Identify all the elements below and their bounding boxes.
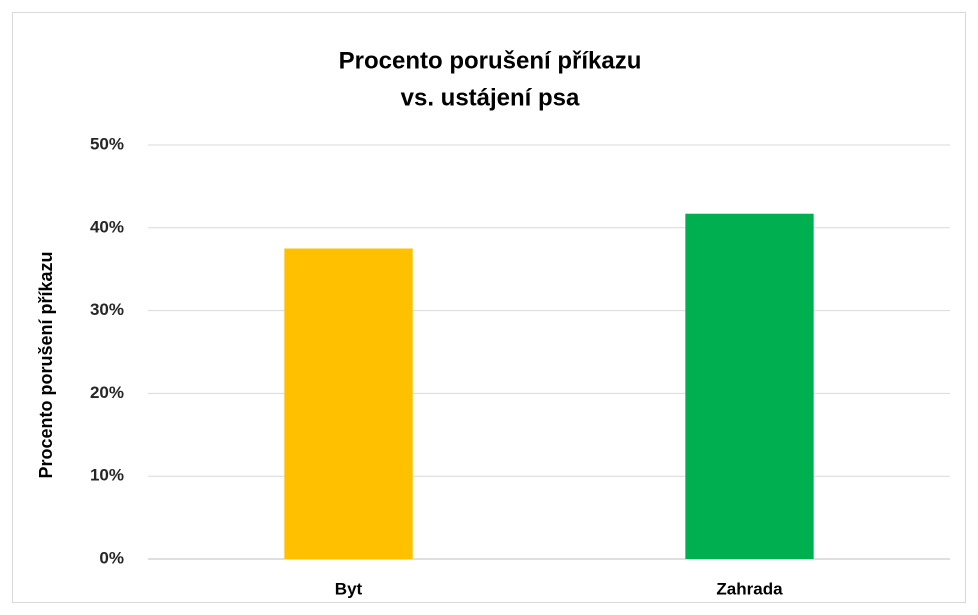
chart-title: vs. ustájení psa bbox=[401, 84, 580, 111]
bar bbox=[685, 213, 814, 559]
x-tick-label: Zahrada bbox=[716, 579, 783, 598]
y-tick-label: 0% bbox=[99, 548, 124, 567]
y-tick-label: 20% bbox=[90, 383, 124, 402]
bar bbox=[284, 248, 413, 559]
y-tick-label: 40% bbox=[90, 217, 124, 236]
chart-title: Procento porušení příkazu bbox=[339, 47, 642, 74]
y-tick-label: 10% bbox=[90, 466, 124, 485]
y-axis-label: Procento porušení příkazu bbox=[36, 251, 56, 478]
x-tick-label: Byt bbox=[335, 579, 363, 598]
y-tick-label: 30% bbox=[90, 300, 124, 319]
y-tick-label: 50% bbox=[90, 134, 124, 153]
